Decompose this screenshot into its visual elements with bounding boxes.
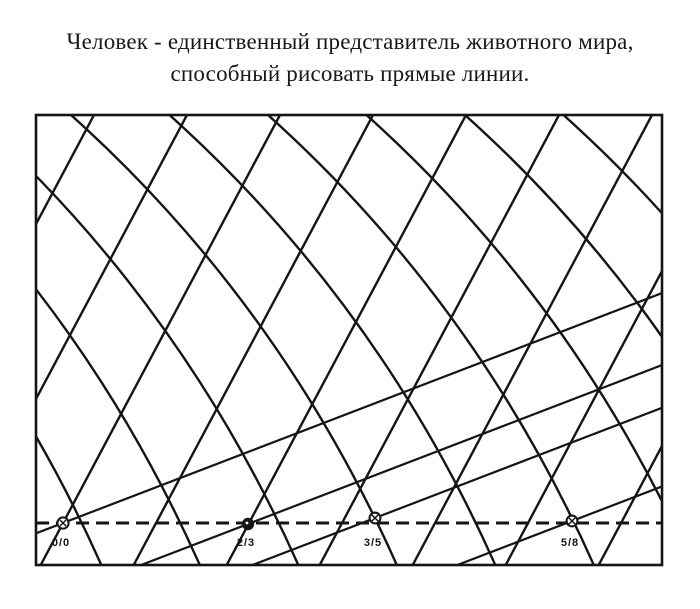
figure-frame bbox=[34, 113, 664, 567]
caption: Человек - единственный представитель жив… bbox=[0, 26, 700, 90]
marker-3-5: 3/5 bbox=[364, 511, 382, 549]
caption-line-2: способный рисовать прямые линии. bbox=[170, 61, 530, 86]
marker-label: 0/0 bbox=[52, 537, 70, 549]
marker-glyph-x-circle-icon bbox=[565, 514, 579, 528]
marker-glyph-filled-circle-icon bbox=[241, 517, 255, 531]
marker-glyph-x-circle-icon bbox=[368, 511, 382, 525]
marker-label: 5/8 bbox=[561, 537, 579, 549]
caption-line-1: Человек - единственный представитель жив… bbox=[66, 29, 634, 54]
marker-2-3: 2/3 bbox=[237, 517, 255, 549]
marker-label: 2/3 bbox=[237, 537, 255, 549]
lattice-lines bbox=[37, 116, 661, 564]
marker-label: 3/5 bbox=[364, 537, 382, 549]
marker-5-8: 5/8 bbox=[561, 514, 579, 549]
marker-0-0: 0/0 bbox=[52, 516, 70, 549]
marker-glyph-star-circle-icon bbox=[56, 516, 70, 530]
